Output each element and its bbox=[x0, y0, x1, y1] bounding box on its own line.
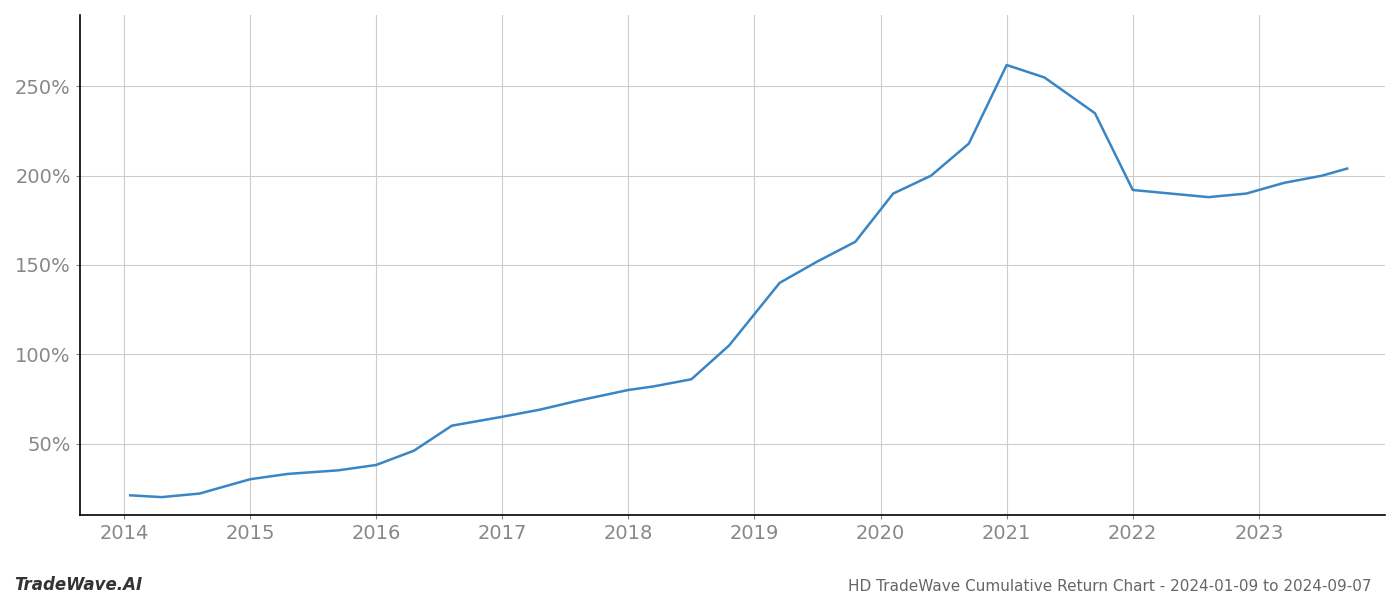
Text: TradeWave.AI: TradeWave.AI bbox=[14, 576, 143, 594]
Text: HD TradeWave Cumulative Return Chart - 2024-01-09 to 2024-09-07: HD TradeWave Cumulative Return Chart - 2… bbox=[848, 579, 1372, 594]
